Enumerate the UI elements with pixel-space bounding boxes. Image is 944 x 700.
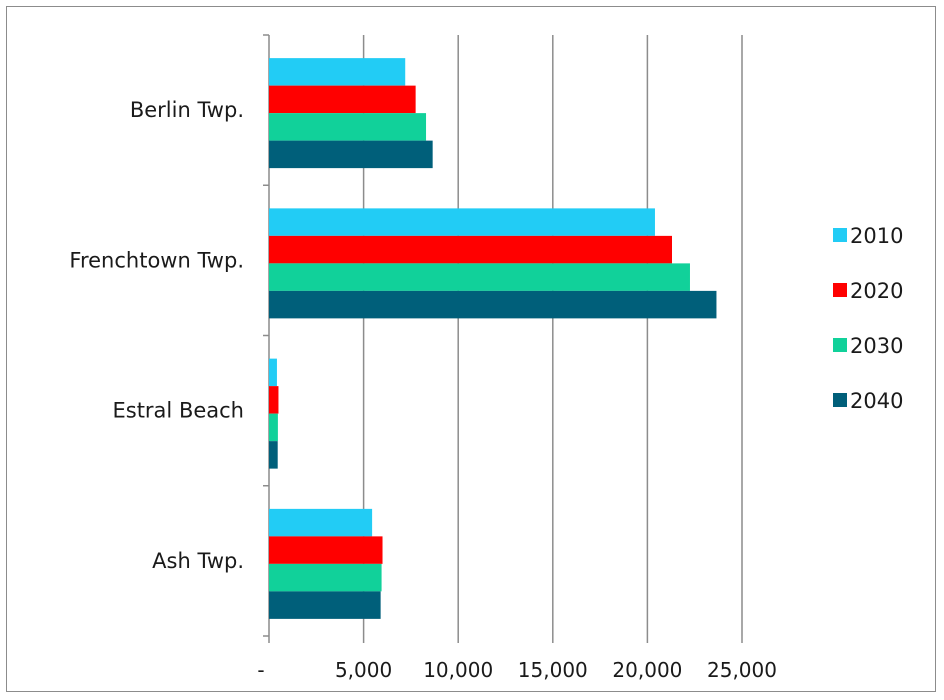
x-tick-label: 10,000 (423, 658, 493, 682)
bar-2020 (269, 85, 416, 114)
bar-2010 (269, 358, 277, 387)
legend-swatch (833, 393, 847, 407)
legend-swatch (833, 228, 847, 242)
bar-2030 (269, 413, 278, 442)
bar-2030 (269, 263, 690, 291)
category-label: Estral Beach (112, 399, 244, 423)
legend-label: 2020 (850, 279, 903, 303)
category-label: Berlin Twp. (130, 98, 244, 122)
bar-2020 (269, 235, 672, 264)
category-label: Frenchtown Twp. (69, 248, 244, 272)
bar-2020 (269, 536, 383, 564)
x-tick-label: 25,000 (707, 658, 777, 682)
bar-2020 (269, 386, 279, 414)
bar-2040 (269, 591, 381, 619)
bar-2030 (269, 563, 382, 592)
bar-2030 (269, 113, 427, 141)
chart-frame (6, 6, 936, 692)
x-tick-label: - (257, 658, 264, 682)
bar-2010 (269, 58, 406, 86)
legend-label: 2010 (850, 224, 903, 248)
bar-2040 (269, 290, 717, 319)
legend-swatch (833, 338, 847, 352)
legend-swatch (833, 283, 847, 297)
bar-2040 (269, 441, 278, 469)
x-tick-label: 20,000 (612, 658, 682, 682)
x-tick-label: 5,000 (335, 658, 392, 682)
bar-2040 (269, 140, 433, 169)
x-tick-label: 15,000 (518, 658, 588, 682)
legend-label: 2040 (850, 389, 903, 413)
bar-2010 (269, 508, 373, 537)
bar-2010 (269, 208, 655, 236)
legend-label: 2030 (850, 334, 903, 358)
category-label: Ash Twp. (152, 549, 244, 573)
